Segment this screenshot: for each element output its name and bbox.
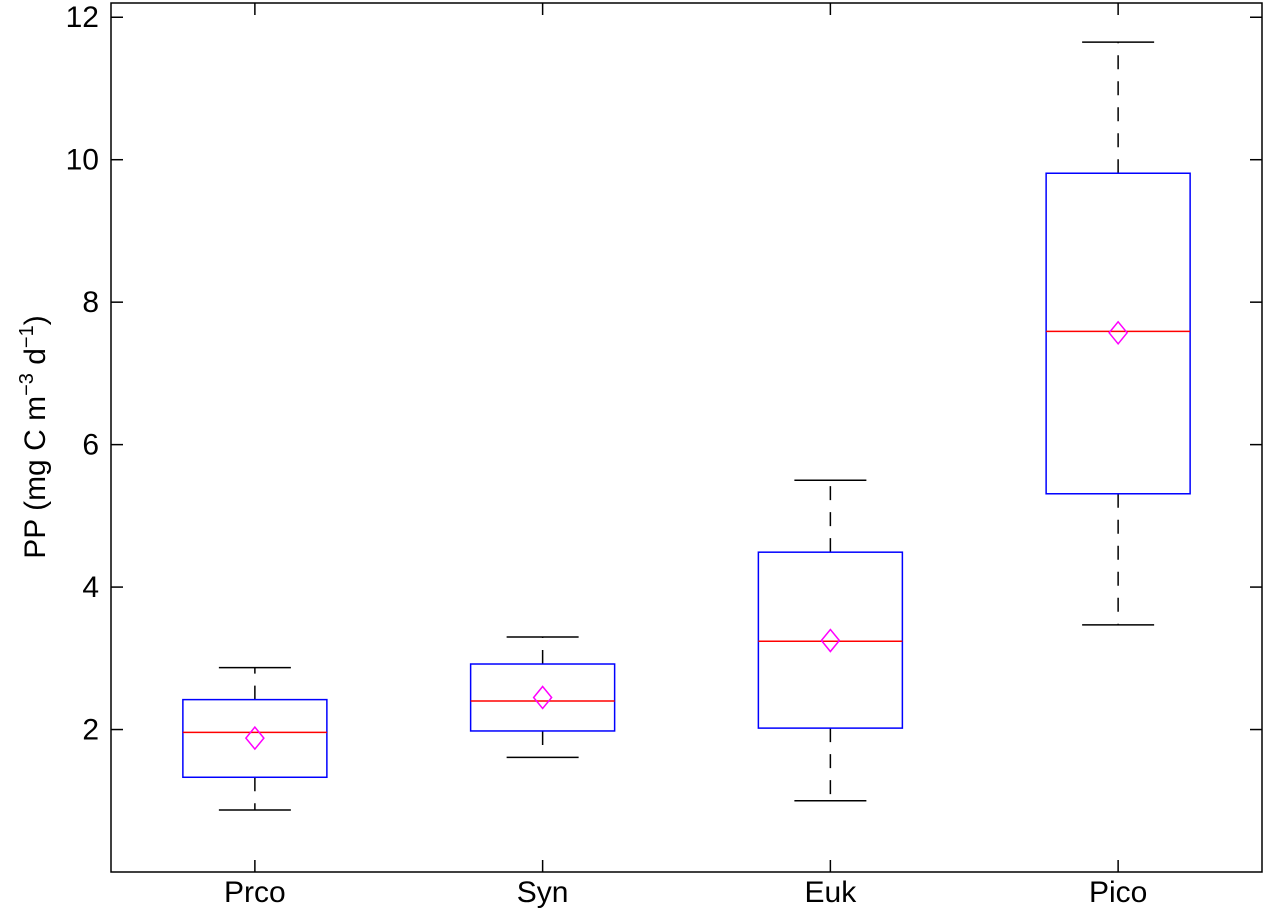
x-tick-label: Pico	[1089, 876, 1147, 909]
y-tick-label: 6	[82, 429, 99, 462]
x-tick-label: Euk	[805, 876, 858, 909]
y-tick-label: 8	[82, 286, 99, 319]
iqr-box	[182, 698, 328, 779]
y-tick-label: 4	[82, 571, 99, 604]
box-pico	[1045, 41, 1191, 626]
x-tick-label: Syn	[517, 876, 569, 909]
mean-marker	[244, 725, 265, 751]
iqr-box	[757, 551, 904, 729]
y-axis-label: PP (mg C m−3 d−1)	[16, 315, 52, 558]
mean-marker	[820, 628, 841, 653]
x-axis: Prco Syn Euk Pico	[224, 3, 1147, 909]
box-syn	[469, 636, 616, 759]
y-tick-label: 2	[82, 714, 99, 747]
y-axis: 2 4 6 8 10 12	[66, 1, 1262, 747]
iqr-box	[469, 663, 616, 732]
box-euk	[757, 479, 904, 802]
y-tick-label: 12	[66, 1, 99, 34]
boxes-layer	[182, 41, 1191, 811]
box-prco	[182, 666, 328, 811]
iqr-box	[1045, 172, 1191, 495]
mean-marker	[532, 685, 553, 710]
mean-marker	[1108, 320, 1129, 345]
x-tick-label: Prco	[224, 876, 286, 909]
y-tick-label: 10	[66, 144, 99, 177]
